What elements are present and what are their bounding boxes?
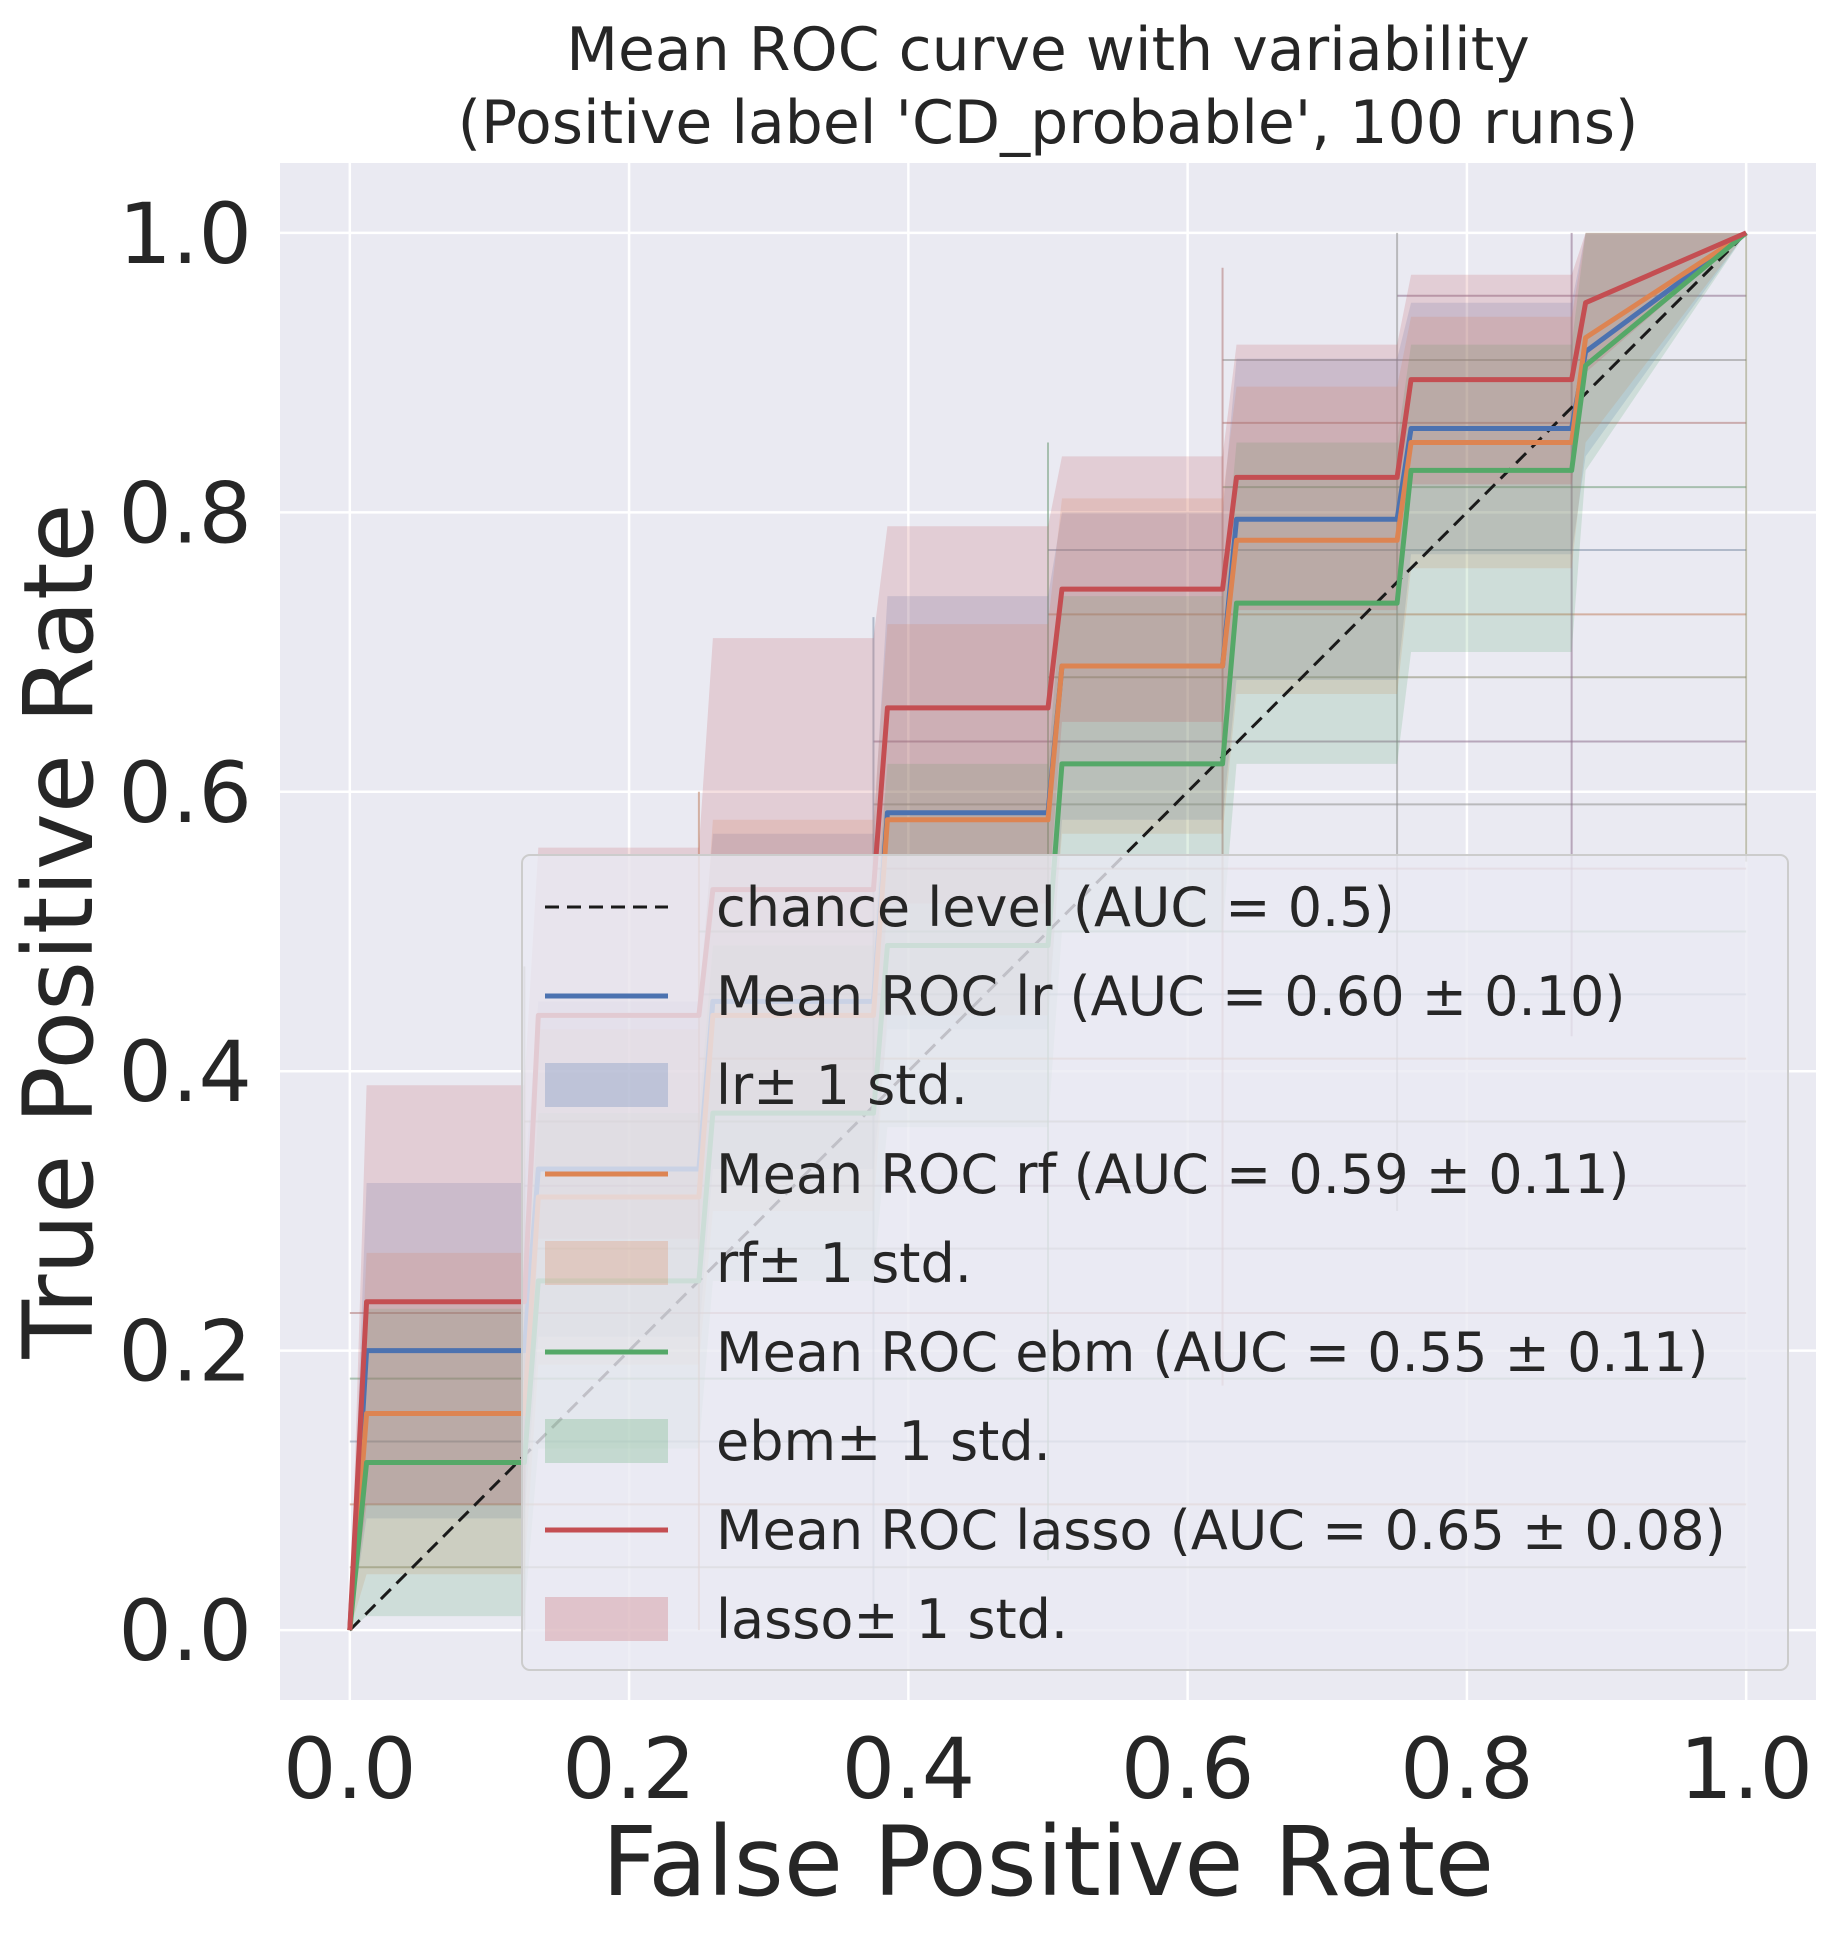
legend-label: rf± 1 std.	[716, 1232, 972, 1295]
legend-label: Mean ROC rf (AUC = 0.59 ± 0.11)	[716, 1143, 1630, 1206]
x-tick-label: 1.0	[1679, 1720, 1813, 1818]
y-tick-label: 0.0	[118, 1582, 252, 1680]
legend-swatch-ebm-band	[545, 1419, 668, 1463]
y-tick-label: 1.0	[118, 185, 252, 283]
y-tick-label: 0.8	[118, 464, 252, 562]
legend-label: chance level (AUC = 0.5)	[716, 876, 1395, 939]
legend-label: ebm± 1 std.	[716, 1410, 1051, 1473]
legend-label: lasso± 1 std.	[716, 1588, 1068, 1651]
legend-label: Mean ROC ebm (AUC = 0.55 ± 0.11)	[716, 1321, 1708, 1384]
y-tick-label: 0.4	[118, 1023, 252, 1121]
x-tick-label: 0.4	[842, 1720, 976, 1818]
y-tick-labels: 0.0 0.2 0.4 0.6 0.8 1.0	[118, 185, 252, 1680]
x-tick-labels: 0.0 0.2 0.4 0.6 0.8 1.0	[283, 1720, 1813, 1818]
legend-label: Mean ROC lr (AUC = 0.60 ± 0.10)	[716, 965, 1625, 1028]
y-tick-label: 0.2	[118, 1303, 252, 1401]
y-tick-label: 0.6	[118, 744, 252, 842]
legend-label: Mean ROC lasso (AUC = 0.65 ± 0.08)	[716, 1499, 1726, 1562]
legend-swatch-rf-band	[545, 1241, 668, 1285]
legend-swatch-lasso-band	[545, 1597, 668, 1641]
chart-title: Mean ROC curve with variability	[566, 15, 1530, 85]
x-tick-label: 0.2	[562, 1720, 696, 1818]
x-tick-label: 0.0	[283, 1720, 417, 1818]
y-axis-label: True Positive Rate	[3, 503, 115, 1359]
legend: chance level (AUC = 0.5) Mean ROC lr (AUC…	[521, 854, 1789, 1671]
chart-subtitle: (Positive label 'CD_probable', 100 runs)	[458, 88, 1639, 158]
legend-frame	[521, 854, 1789, 1671]
x-axis-label: False Positive Rate	[602, 1806, 1494, 1918]
x-tick-label: 0.8	[1400, 1720, 1534, 1818]
x-tick-label: 0.6	[1121, 1720, 1255, 1818]
legend-label: lr± 1 std.	[716, 1054, 968, 1117]
legend-swatch-lr-band	[545, 1063, 668, 1107]
